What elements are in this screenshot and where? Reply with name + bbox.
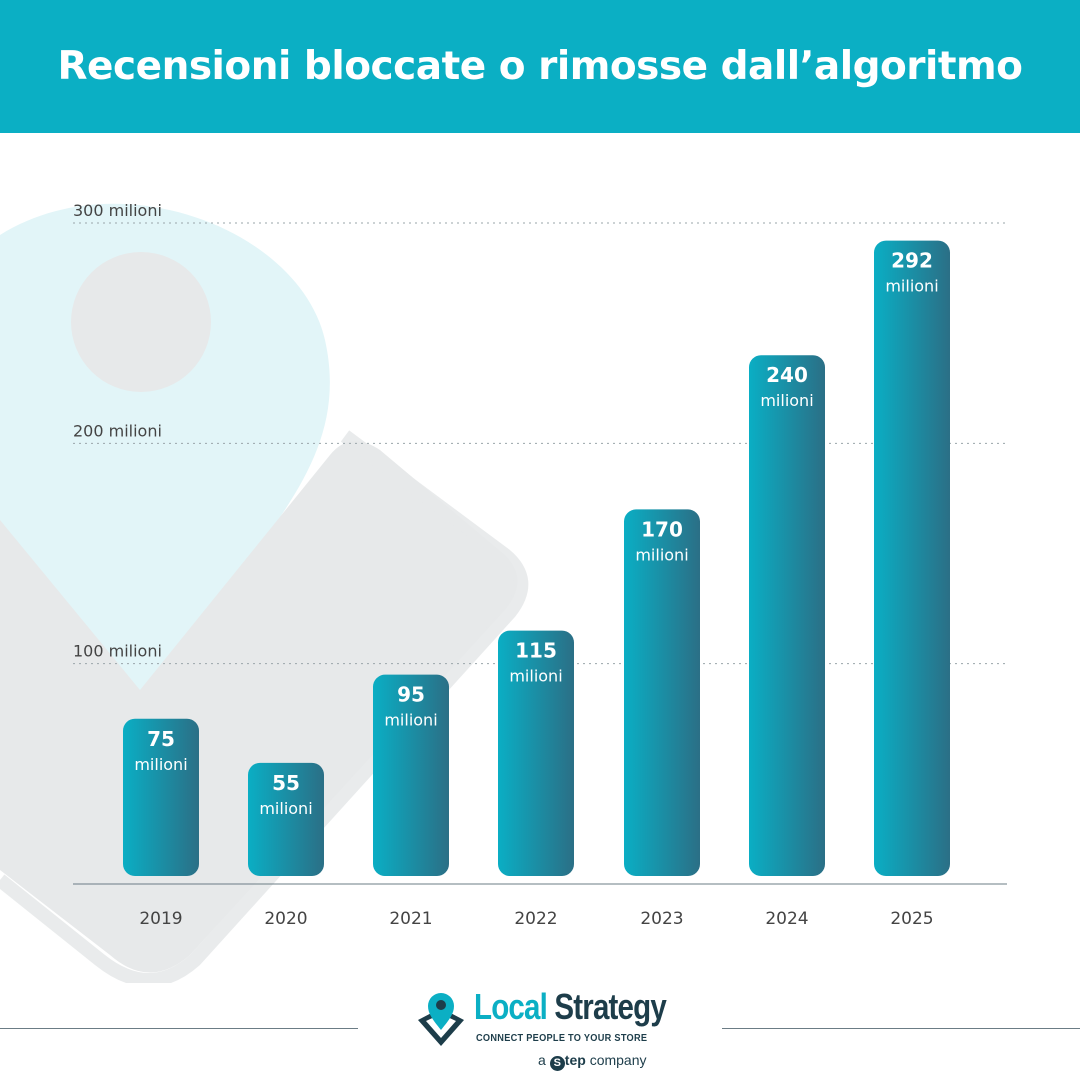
bar-unit-label: milioni (134, 755, 187, 774)
bar-unit-label: milioni (259, 799, 312, 818)
logo-wordmark: Local Strategy (474, 986, 667, 1027)
bar-unit-label: milioni (635, 545, 688, 564)
x-tick-label: 2025 (890, 909, 933, 929)
y-tick-label: 200 milioni (73, 421, 162, 440)
y-tick-label: 100 milioni (73, 642, 162, 661)
bar-unit-label: milioni (885, 277, 938, 296)
x-tick-label: 2022 (514, 909, 557, 929)
page-title: Recensioni bloccate o rimosse dall’algor… (57, 44, 1023, 89)
bar-value-label: 170 (641, 517, 683, 541)
x-tick-label: 2023 (640, 909, 683, 929)
bar-value-label: 115 (515, 639, 557, 663)
x-tick-label: 2021 (389, 909, 432, 929)
footer-divider-left (0, 1028, 358, 1029)
bar-unit-label: milioni (384, 711, 437, 730)
bar (498, 630, 574, 876)
bar-value-label: 292 (891, 249, 933, 273)
bar-value-label: 55 (272, 771, 300, 795)
x-tick-label: 2024 (765, 909, 808, 929)
bar (248, 762, 324, 876)
x-tick-label: 2020 (264, 909, 307, 929)
bar (123, 718, 199, 876)
location-pin-icon (418, 993, 464, 1046)
x-tick-label: 2019 (139, 909, 182, 929)
bar-value-label: 75 (147, 727, 175, 751)
bar-value-label: 240 (766, 363, 808, 387)
y-tick-label: 300 milioni (73, 201, 162, 220)
bar-value-label: 95 (397, 683, 425, 707)
header-banner: Recensioni bloccate o rimosse dall’algor… (0, 0, 1080, 133)
footer-divider-right (722, 1028, 1080, 1029)
bar (373, 674, 449, 876)
bar (624, 509, 700, 876)
local-strategy-logo: Local Strategy CONNECT PEOPLE TO YOUR ST… (414, 986, 674, 1076)
bar-unit-label: milioni (760, 391, 813, 410)
bar (749, 355, 825, 876)
bar (874, 240, 950, 877)
bar-unit-label: milioni (509, 667, 562, 686)
logo-tagline: CONNECT PEOPLE TO YOUR STORE (476, 1033, 648, 1044)
